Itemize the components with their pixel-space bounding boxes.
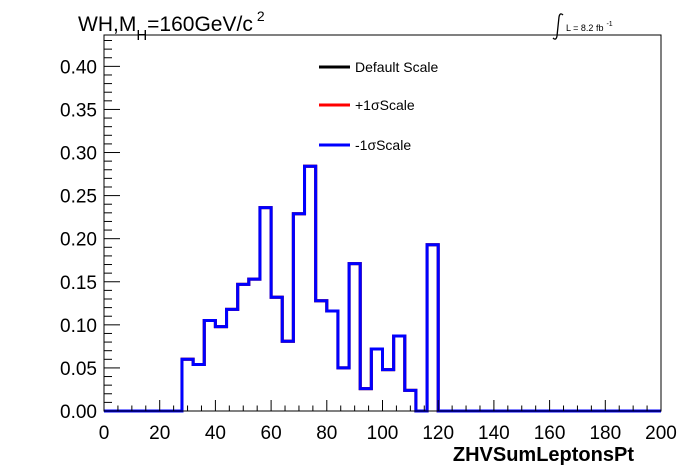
y-axis: 0.00 0.05 0.10 0.15 0.20 0.25 0.30 0.35 0.40 (60, 40, 120, 423)
y-tick-label: 0.40 (60, 57, 97, 78)
y-tick-label: 0.00 (60, 402, 97, 423)
x-tick-label: 120 (422, 423, 454, 444)
y-tick-label: 0.25 (60, 187, 97, 208)
legend-label-2: -1σScale (355, 137, 411, 153)
x-tick-label: 160 (534, 423, 566, 444)
y-tick-label: 0.15 (60, 273, 97, 294)
x-tick-label: 0 (99, 423, 110, 444)
lumi-annotation: L = 8.2 fb -1 (552, 13, 613, 40)
y-tick-label: 0.30 (60, 144, 97, 165)
y-tick-label: 0.20 (60, 230, 97, 251)
legend-label-0: Default Scale (355, 59, 438, 75)
x-tick-label: 40 (205, 423, 226, 444)
title-main: WH,M (78, 13, 136, 36)
y-tick-label: 0.10 (60, 316, 97, 337)
y-tick-label: 0.05 (60, 359, 97, 380)
x-tick-label: 180 (589, 423, 621, 444)
lumi-text: L = 8.2 fb (566, 23, 603, 33)
lumi-superscript: -1 (606, 21, 612, 28)
x-tick-label: 100 (367, 423, 399, 444)
legend-label-1: +1σScale (355, 97, 415, 113)
title-rest: =160GeV/c (147, 13, 253, 36)
lumi-label: L = 8.2 fb -1 (566, 21, 613, 33)
x-tick-label: 140 (478, 423, 510, 444)
title-subscript: H (136, 27, 147, 44)
x-tick-label: 80 (316, 423, 337, 444)
x-axis-title: ZHVSumLeptonsPt (453, 444, 634, 466)
title-superscript: 2 (257, 8, 265, 24)
x-tick-label: 60 (261, 423, 282, 444)
integral-sign (552, 13, 564, 40)
legend: Default Scale +1σScale -1σScale (319, 59, 438, 153)
y-tick-label: 0.35 (60, 100, 97, 121)
x-tick-label: 200 (645, 423, 677, 444)
x-tick-label: 20 (149, 423, 170, 444)
x-axis: 0 20 40 60 80 100 120 140 160 180 200 (99, 400, 677, 444)
chart-title: WH,MH=160GeV/c 2 (78, 8, 265, 44)
